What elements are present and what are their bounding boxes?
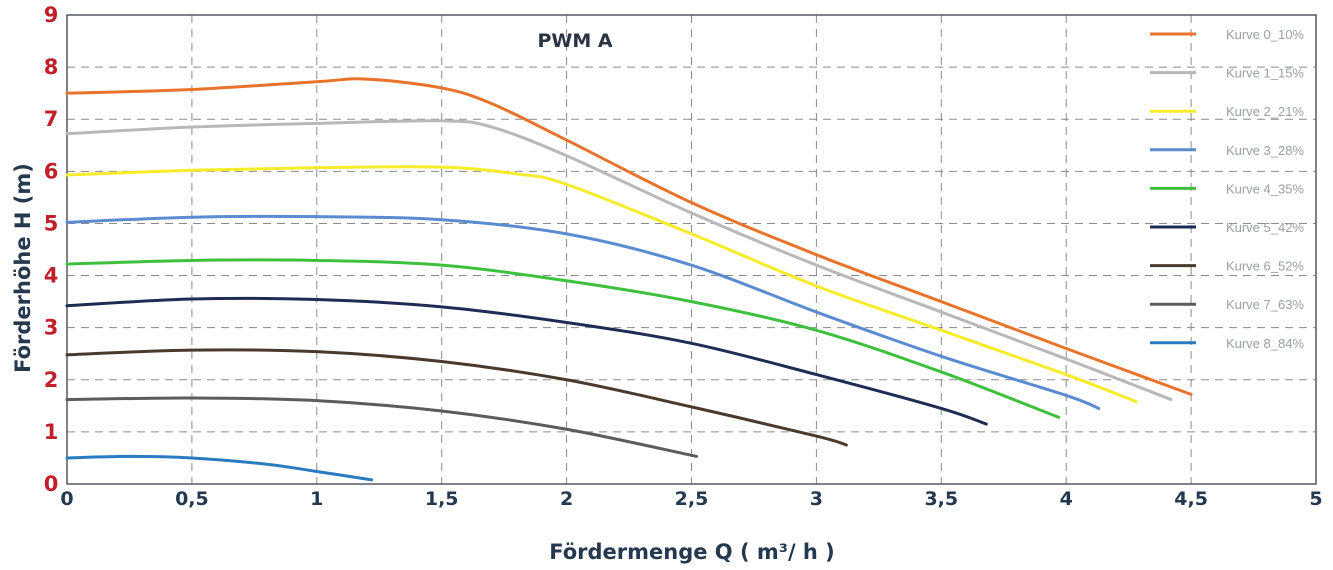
legend-label-8: Kurve 8_84% [1226,336,1304,351]
y-tick-label: 2 [44,368,59,392]
legend-label-6: Kurve 6_52% [1226,259,1304,274]
series-line-5 [65,296,988,426]
legend-label-5: Kurve 5_42% [1226,220,1304,235]
legend-label-0: Kurve 0_10% [1226,27,1304,42]
legend-label-4: Kurve 4_35% [1226,181,1304,196]
x-axis-ticks: 0 0,5 1 1,5 2 2,5 3 3,5 4 4,5 5 [60,488,1322,510]
x-tick-label: 4,5 [1174,488,1208,510]
y-axis-ticks: 0 1 2 3 4 5 6 7 8 9 [44,3,59,496]
x-tick-label: 0 [60,488,73,510]
legend-label-1: Kurve 1_15% [1226,66,1304,81]
series-line-1 [65,119,1173,402]
legend-label-3: Kurve 3_28% [1226,143,1304,158]
y-tick-label: 4 [44,264,59,288]
y-tick-label: 3 [44,316,59,340]
series-line-2 [65,165,1138,404]
x-tick-label: 3 [810,488,823,510]
grid [67,15,1316,484]
series-line-8 [65,454,374,482]
x-tick-label: 5 [1309,488,1322,510]
y-tick-label: 8 [44,55,59,79]
x-tick-label: 2 [560,488,573,510]
series-lines [65,77,1193,482]
x-axis-label: Fördermenge Q ( m³/ h ) [549,540,835,564]
chart-title: PWM A [537,30,612,52]
series-line-7 [65,396,698,458]
legend-label-2: Kurve 2_21% [1226,104,1304,119]
y-tick-label: 0 [44,472,59,496]
series-line-3 [65,214,1101,410]
x-tick-label: 1,5 [425,488,459,510]
plot-frame [66,14,1317,485]
series-line-6 [65,348,848,447]
x-tick-label: 3,5 [924,488,958,510]
series-line-0 [65,77,1193,396]
y-tick-label: 5 [44,211,59,235]
y-tick-label: 1 [44,420,59,444]
x-tick-label: 2,5 [675,488,709,510]
legend-label-7: Kurve 7_63% [1226,297,1304,312]
y-tick-label: 9 [44,3,59,27]
y-tick-label: 7 [44,107,59,131]
x-tick-label: 0,5 [175,488,209,510]
y-tick-label: 6 [44,159,59,183]
y-axis-label: Förderhöhe H (m) [11,163,35,373]
legend: Kurve 0_10% Kurve 1_15% Kurve 2_21% Kurve 3… [1150,27,1304,351]
x-tick-label: 1 [310,488,323,510]
series-line-4 [65,258,1061,419]
x-tick-label: 4 [1060,488,1073,510]
